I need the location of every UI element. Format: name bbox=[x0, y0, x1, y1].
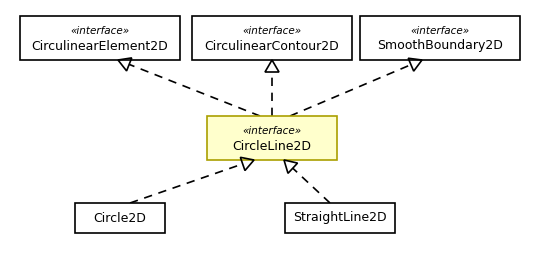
Text: CirculinearContour2D: CirculinearContour2D bbox=[205, 39, 339, 52]
Text: CircleLine2D: CircleLine2D bbox=[232, 140, 312, 153]
Bar bbox=[192, 16, 352, 60]
Text: Circle2D: Circle2D bbox=[94, 211, 146, 225]
Text: «interface»: «interface» bbox=[243, 126, 301, 136]
Text: «interface»: «interface» bbox=[410, 26, 469, 36]
Text: CirculinearElement2D: CirculinearElement2D bbox=[32, 39, 169, 52]
Bar bbox=[360, 16, 520, 60]
Bar bbox=[285, 203, 395, 233]
Text: «interface»: «interface» bbox=[243, 26, 301, 36]
Bar bbox=[20, 16, 180, 60]
Text: SmoothBoundary2D: SmoothBoundary2D bbox=[377, 39, 503, 52]
Bar bbox=[75, 203, 165, 233]
Text: «interface»: «interface» bbox=[70, 26, 129, 36]
Text: StraightLine2D: StraightLine2D bbox=[293, 211, 387, 225]
Bar bbox=[207, 116, 337, 160]
